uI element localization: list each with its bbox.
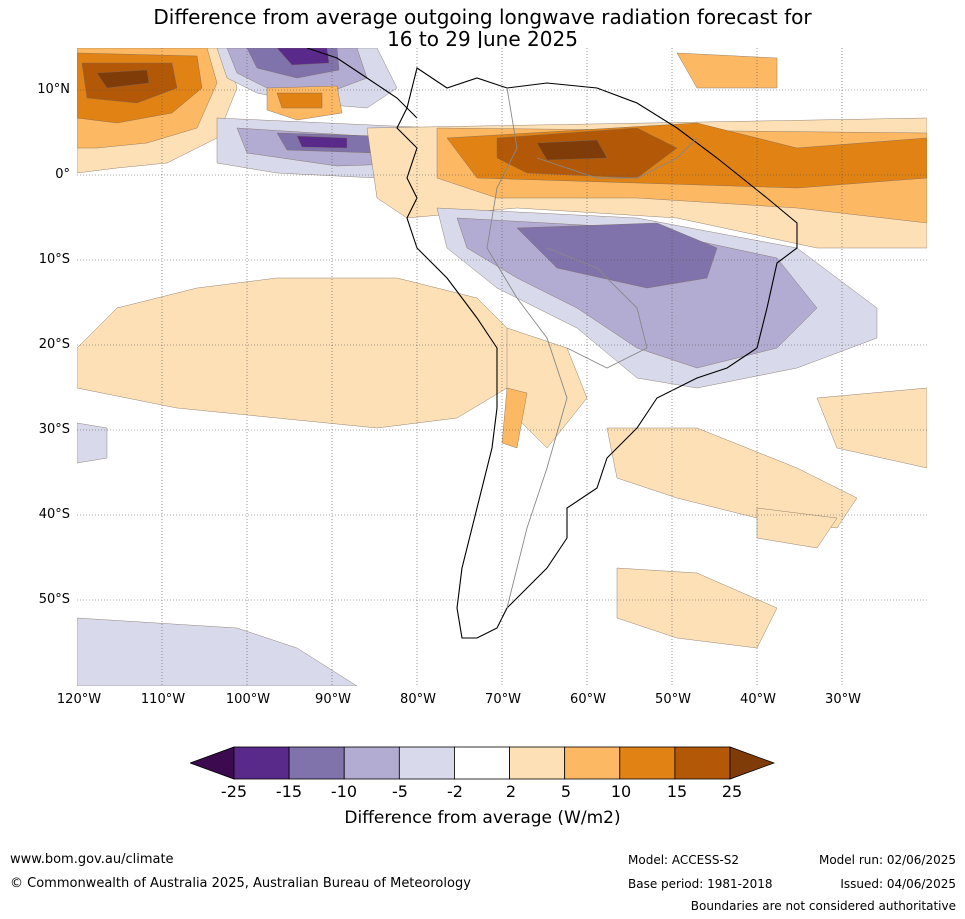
field-purple-north-4 [276,48,330,66]
lat-label-10s: 10°S [38,252,70,267]
lat-label-30s: 30°S [38,422,70,437]
colorbar-tick: -2 [447,782,463,801]
field-purple-eq-4 [296,135,348,149]
colorbar-cell [619,746,676,780]
field-orange-atl [606,427,858,529]
model-run-text: Model run: 02/06/2025 [818,853,956,867]
colorbar-cell [509,746,566,780]
field-purple-sw [77,617,358,686]
lat-label-40s: 40°S [38,507,70,522]
lon-label-110w: 110°W [140,692,186,707]
base-period-text: Base period: 1981-2018 [628,877,773,891]
south-america-coastline [396,67,798,639]
colorbar-cell [454,746,510,780]
lat-label-10n: 10°N [37,82,70,97]
map-title-line-2: 16 to 29 June 2025 [387,27,578,51]
lon-label-70w: 70°W [485,692,521,707]
colorbar-extend-low [190,746,235,780]
field-orange-nw-5 [96,69,150,89]
colorbar-cell [343,746,400,780]
map-title-line-1: Difference from average outgoing longwav… [153,5,812,29]
field-purple-w [77,422,108,464]
field-orange-arg-2 [501,387,528,449]
country-borders [486,87,698,609]
colorbar-tick: 15 [666,782,688,801]
anomaly-fields [77,48,927,686]
colorbar-tick: -10 [330,782,358,801]
lon-label-40w: 40°W [740,692,776,707]
lon-label-90w: 90°W [315,692,351,707]
lon-label-120w: 120°W [56,692,102,707]
lon-label-60w: 60°W [570,692,606,707]
field-orange-atl-2 [816,387,927,469]
lon-label-80w: 80°W [400,692,436,707]
colorbar-label: Difference from average (W/m2) [344,808,621,828]
issued-text: Issued: 04/06/2025 [840,877,956,891]
central-america-coastline [306,48,418,119]
colorbar [190,746,775,780]
lat-label-0: 0° [55,167,70,182]
colorbar-tick: 5 [560,782,572,801]
lon-label-30w: 30°W [825,692,861,707]
coastlines [306,48,798,639]
colorbar-cell [674,746,731,780]
field-orange-ne [676,52,778,89]
lon-label-100w: 100°W [225,692,271,707]
disclaimer-text: Boundaries are not considered authoritat… [690,899,956,913]
field-purple-brazil-3 [516,222,718,289]
anomaly-map [77,48,927,686]
colorbar-cell [564,746,621,780]
field-orange-amazon-5 [536,139,608,161]
graticule [77,48,927,686]
website-link[interactable]: www.bom.gov.au/climate [10,852,174,867]
model-text: Model: ACCESS-S2 [628,853,740,867]
colorbar-cells [233,746,731,780]
colorbar-cell [398,746,455,780]
colorbar-tick: -25 [220,782,248,801]
colorbar-tick: 10 [610,782,632,801]
colorbar-extend-high [729,746,775,780]
lat-label-50s: 50°S [38,592,70,607]
colorbar-cell [233,746,290,780]
colorbar-tick: 2 [505,782,517,801]
field-orange-c2 [276,92,323,109]
lon-label-50w: 50°W [655,692,691,707]
colorbar-tick: -5 [392,782,408,801]
colorbar-tick: 25 [721,782,743,801]
lat-label-20s: 20°S [38,337,70,352]
copyright-text: © Commonwealth of Australia 2025, Austra… [10,876,471,891]
colorbar-tick: -15 [275,782,303,801]
colorbar-cell [288,746,345,780]
